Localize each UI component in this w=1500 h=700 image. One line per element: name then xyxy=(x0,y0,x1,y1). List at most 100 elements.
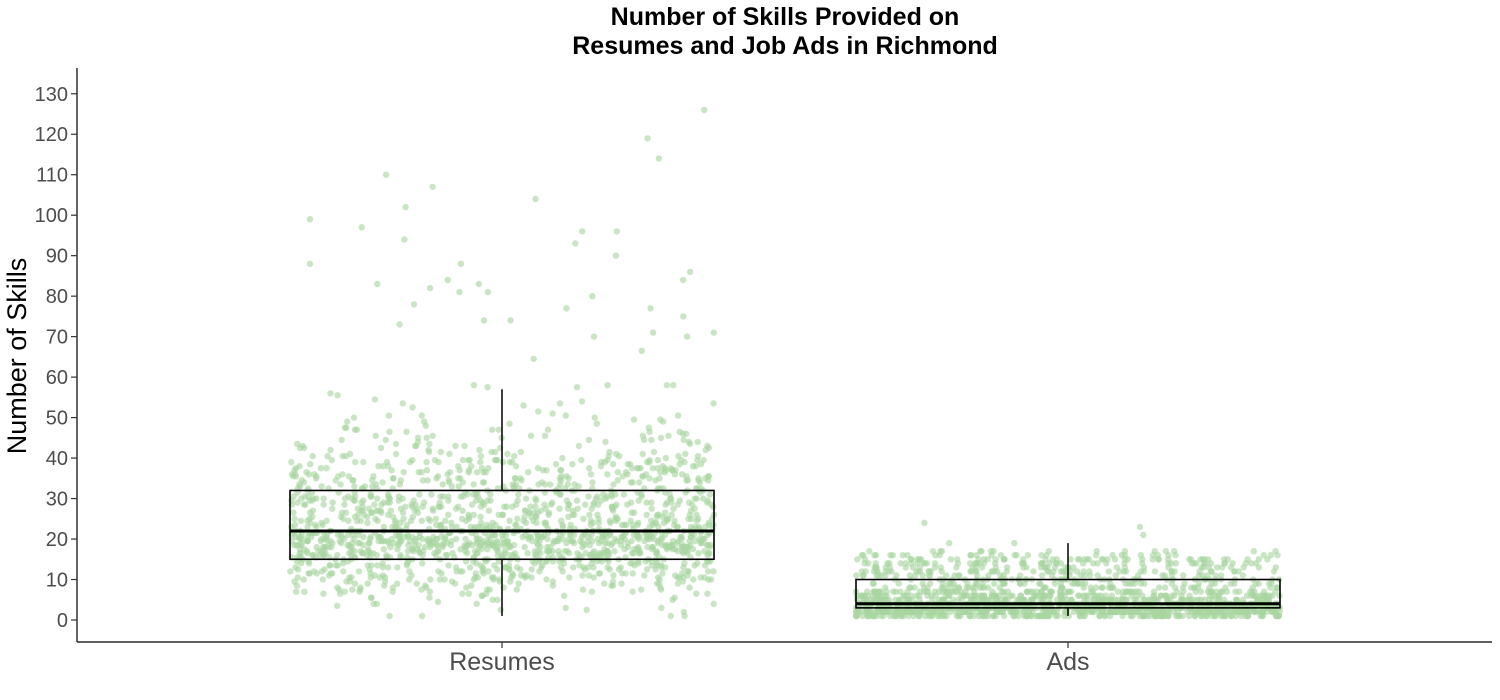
data-point-ads xyxy=(967,560,974,567)
data-point-resumes xyxy=(639,450,646,458)
data-point-ads xyxy=(1260,552,1267,559)
data-point-resumes xyxy=(469,541,476,549)
data-point-ads xyxy=(916,588,924,595)
data-point-resumes xyxy=(382,171,390,178)
data-point-resumes xyxy=(552,461,560,468)
y-tick-label: 110 xyxy=(36,165,68,187)
data-point-ads xyxy=(1061,608,1069,616)
data-point-resumes xyxy=(684,543,691,551)
data-point-resumes xyxy=(532,495,539,502)
data-point-ads xyxy=(1197,608,1204,616)
data-point-ads xyxy=(1208,568,1215,575)
data-point-resumes xyxy=(691,537,699,545)
data-point-resumes xyxy=(296,463,303,470)
data-point-resumes xyxy=(388,467,395,474)
data-point-resumes xyxy=(693,511,700,518)
data-point-resumes xyxy=(589,479,596,486)
data-point-resumes xyxy=(670,382,677,389)
data-point-resumes xyxy=(604,548,611,555)
data-point-resumes xyxy=(427,541,435,549)
data-point-resumes xyxy=(306,570,313,577)
data-point-resumes xyxy=(645,424,652,431)
data-point-ads xyxy=(1275,612,1282,620)
data-point-resumes xyxy=(674,539,681,547)
data-point-resumes xyxy=(300,501,308,508)
data-point-ads xyxy=(1150,592,1158,599)
data-point-resumes xyxy=(495,426,502,433)
data-point-resumes xyxy=(432,515,440,522)
data-point-ads xyxy=(872,552,880,559)
data-point-resumes xyxy=(338,539,345,547)
data-point-resumes xyxy=(686,511,693,518)
data-point-ads xyxy=(931,560,939,567)
data-point-resumes xyxy=(573,497,581,504)
data-point-ads xyxy=(859,612,866,620)
data-point-resumes xyxy=(517,448,525,456)
data-point-resumes xyxy=(683,477,690,484)
data-point-resumes xyxy=(398,537,405,545)
data-point-resumes xyxy=(367,493,374,500)
data-point-resumes xyxy=(708,576,715,583)
data-point-resumes xyxy=(311,471,318,478)
data-point-resumes xyxy=(394,580,401,587)
data-point-ads xyxy=(1136,523,1144,531)
data-point-resumes xyxy=(291,515,298,522)
data-point-resumes xyxy=(356,588,363,595)
data-point-resumes xyxy=(477,513,484,520)
data-point-resumes xyxy=(710,329,717,336)
data-point-resumes xyxy=(689,463,697,470)
data-point-resumes xyxy=(442,552,449,559)
data-point-resumes xyxy=(613,228,620,235)
data-point-resumes xyxy=(452,442,459,450)
data-point-resumes xyxy=(306,216,314,223)
data-point-resumes xyxy=(695,523,703,531)
data-point-ads xyxy=(911,584,918,591)
data-point-resumes xyxy=(629,588,636,595)
data-point-resumes xyxy=(629,479,636,486)
data-point-resumes xyxy=(663,382,670,389)
data-point-ads xyxy=(1057,584,1065,591)
data-point-resumes xyxy=(573,384,581,391)
data-point-ads xyxy=(1077,608,1084,616)
data-point-resumes xyxy=(359,507,367,514)
data-point-resumes xyxy=(441,533,449,541)
data-point-ads xyxy=(1046,592,1054,599)
data-point-resumes xyxy=(306,260,314,267)
data-point-resumes xyxy=(353,426,361,433)
data-point-resumes xyxy=(499,458,507,466)
data-point-resumes xyxy=(643,566,651,573)
data-point-ads xyxy=(1067,596,1075,603)
data-point-resumes xyxy=(489,596,496,603)
data-point-resumes xyxy=(653,550,660,557)
data-point-resumes xyxy=(459,590,466,597)
data-point-ads xyxy=(1250,592,1258,599)
data-point-resumes xyxy=(710,400,717,407)
data-point-ads xyxy=(870,580,877,587)
data-point-resumes xyxy=(374,517,381,524)
data-point-resumes xyxy=(328,456,335,464)
data-point-ads xyxy=(1188,560,1196,567)
data-point-resumes xyxy=(419,612,426,620)
data-point-ads xyxy=(1037,564,1045,571)
data-point-resumes xyxy=(643,499,650,506)
data-point-resumes xyxy=(389,475,397,482)
data-point-ads xyxy=(1146,612,1154,620)
data-point-ads xyxy=(973,568,980,575)
data-point-resumes xyxy=(679,471,686,478)
data-point-ads xyxy=(900,612,907,620)
data-point-ads xyxy=(1048,572,1056,579)
data-point-resumes xyxy=(413,580,420,587)
data-point-ads xyxy=(909,564,917,571)
data-point-resumes xyxy=(658,535,666,543)
data-point-resumes xyxy=(474,574,482,581)
data-point-resumes xyxy=(680,313,687,320)
data-point-resumes xyxy=(704,568,712,575)
data-point-resumes xyxy=(337,481,344,488)
data-point-resumes xyxy=(453,568,460,575)
data-point-resumes xyxy=(649,543,656,551)
data-point-resumes xyxy=(541,432,549,439)
data-point-resumes xyxy=(320,495,327,502)
data-point-ads xyxy=(1172,560,1180,567)
data-point-ads xyxy=(965,584,972,591)
